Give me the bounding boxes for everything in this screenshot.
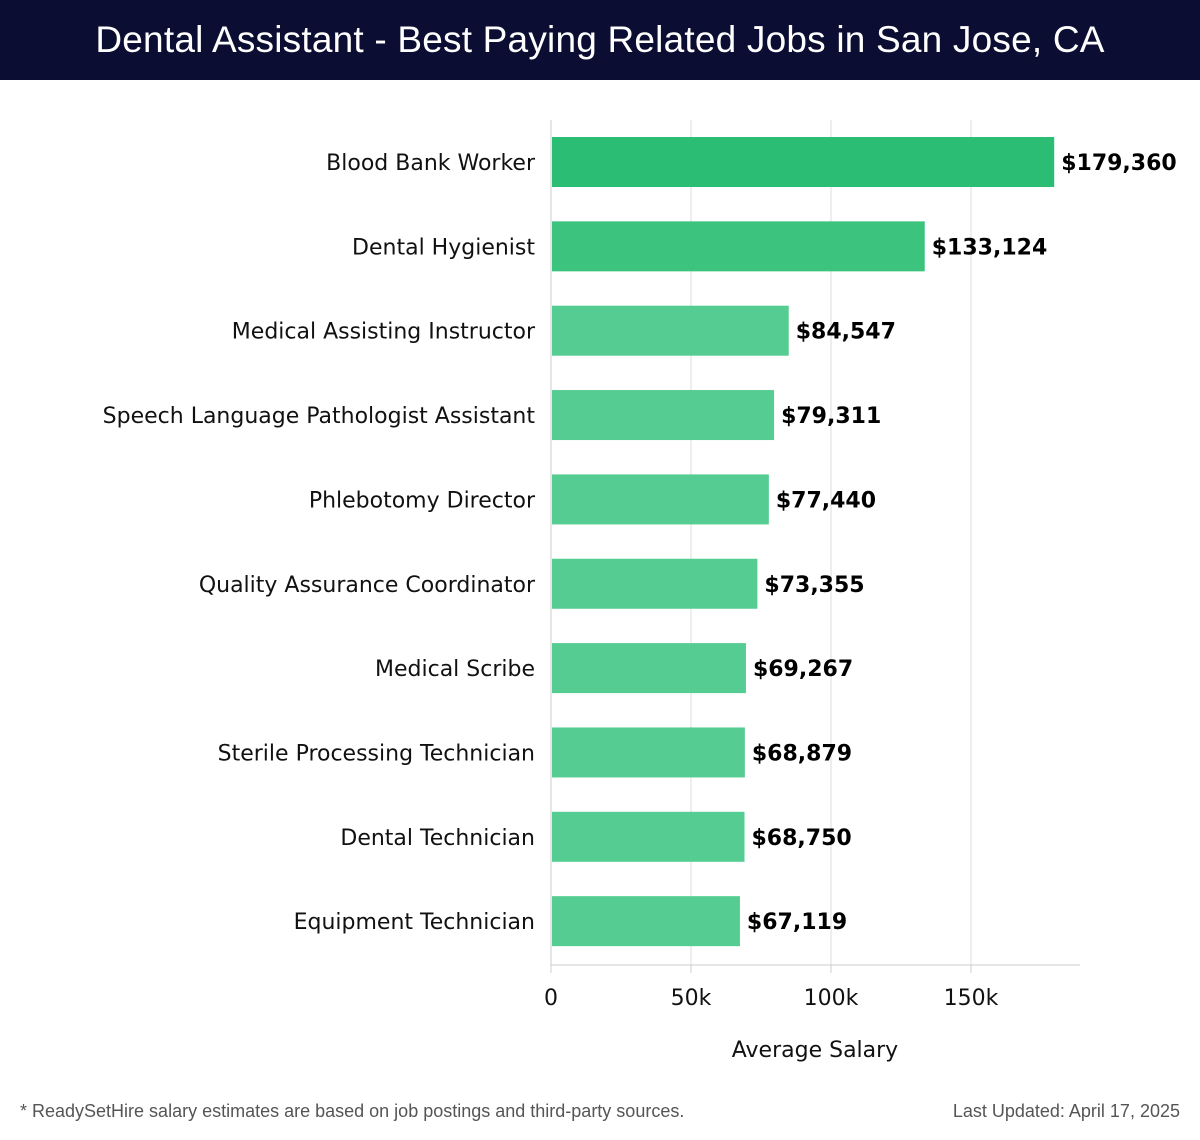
bar bbox=[552, 137, 1055, 187]
category-label: Equipment Technician bbox=[294, 910, 535, 935]
x-axis-title: Average Salary bbox=[732, 1038, 898, 1063]
value-label: $179,360 bbox=[1061, 151, 1177, 176]
category-label: Medical Assisting Instructor bbox=[232, 320, 536, 345]
x-tick-label: 50k bbox=[671, 986, 712, 1011]
category-label: Dental Technician bbox=[340, 826, 535, 851]
category-label: Dental Hygienist bbox=[352, 235, 535, 260]
bar bbox=[552, 474, 769, 525]
value-label: $133,124 bbox=[932, 235, 1048, 260]
value-label: $68,750 bbox=[752, 826, 852, 851]
value-label: $77,440 bbox=[776, 488, 876, 513]
value-label: $73,355 bbox=[764, 573, 864, 598]
category-label: Blood Bank Worker bbox=[326, 151, 536, 176]
bar bbox=[552, 221, 925, 272]
x-tick-label: 0 bbox=[544, 986, 558, 1011]
bar bbox=[552, 558, 758, 609]
category-label: Sterile Processing Technician bbox=[218, 741, 535, 766]
category-label: Speech Language Pathologist Assistant bbox=[103, 404, 536, 429]
value-label: $67,119 bbox=[747, 910, 847, 935]
category-label: Medical Scribe bbox=[375, 657, 535, 682]
category-label: Quality Assurance Coordinator bbox=[199, 573, 536, 598]
footnote: * ReadySetHire salary estimates are base… bbox=[20, 1101, 685, 1121]
bar-chart: 0 50k 100k 150k Blood Bank Worker $179,360 Den… bbox=[103, 120, 1177, 1063]
value-label: $79,311 bbox=[781, 404, 881, 429]
bar bbox=[552, 896, 740, 947]
bar bbox=[552, 643, 746, 694]
category-label: Phlebotomy Director bbox=[309, 488, 536, 513]
page-title: Dental Assistant - Best Paying Related J… bbox=[95, 19, 1105, 60]
header-bar: Dental Assistant - Best Paying Related J… bbox=[0, 0, 1200, 80]
value-label: $69,267 bbox=[753, 657, 853, 682]
bar bbox=[552, 727, 745, 778]
bar bbox=[552, 811, 745, 862]
bar bbox=[552, 390, 775, 441]
value-label: $84,547 bbox=[796, 320, 896, 345]
x-tick-label: 100k bbox=[804, 986, 859, 1011]
bar bbox=[552, 305, 789, 356]
last-updated: Last Updated: April 17, 2025 bbox=[952, 1101, 1180, 1121]
x-tick-label: 150k bbox=[944, 986, 999, 1011]
value-label: $68,879 bbox=[752, 741, 852, 766]
